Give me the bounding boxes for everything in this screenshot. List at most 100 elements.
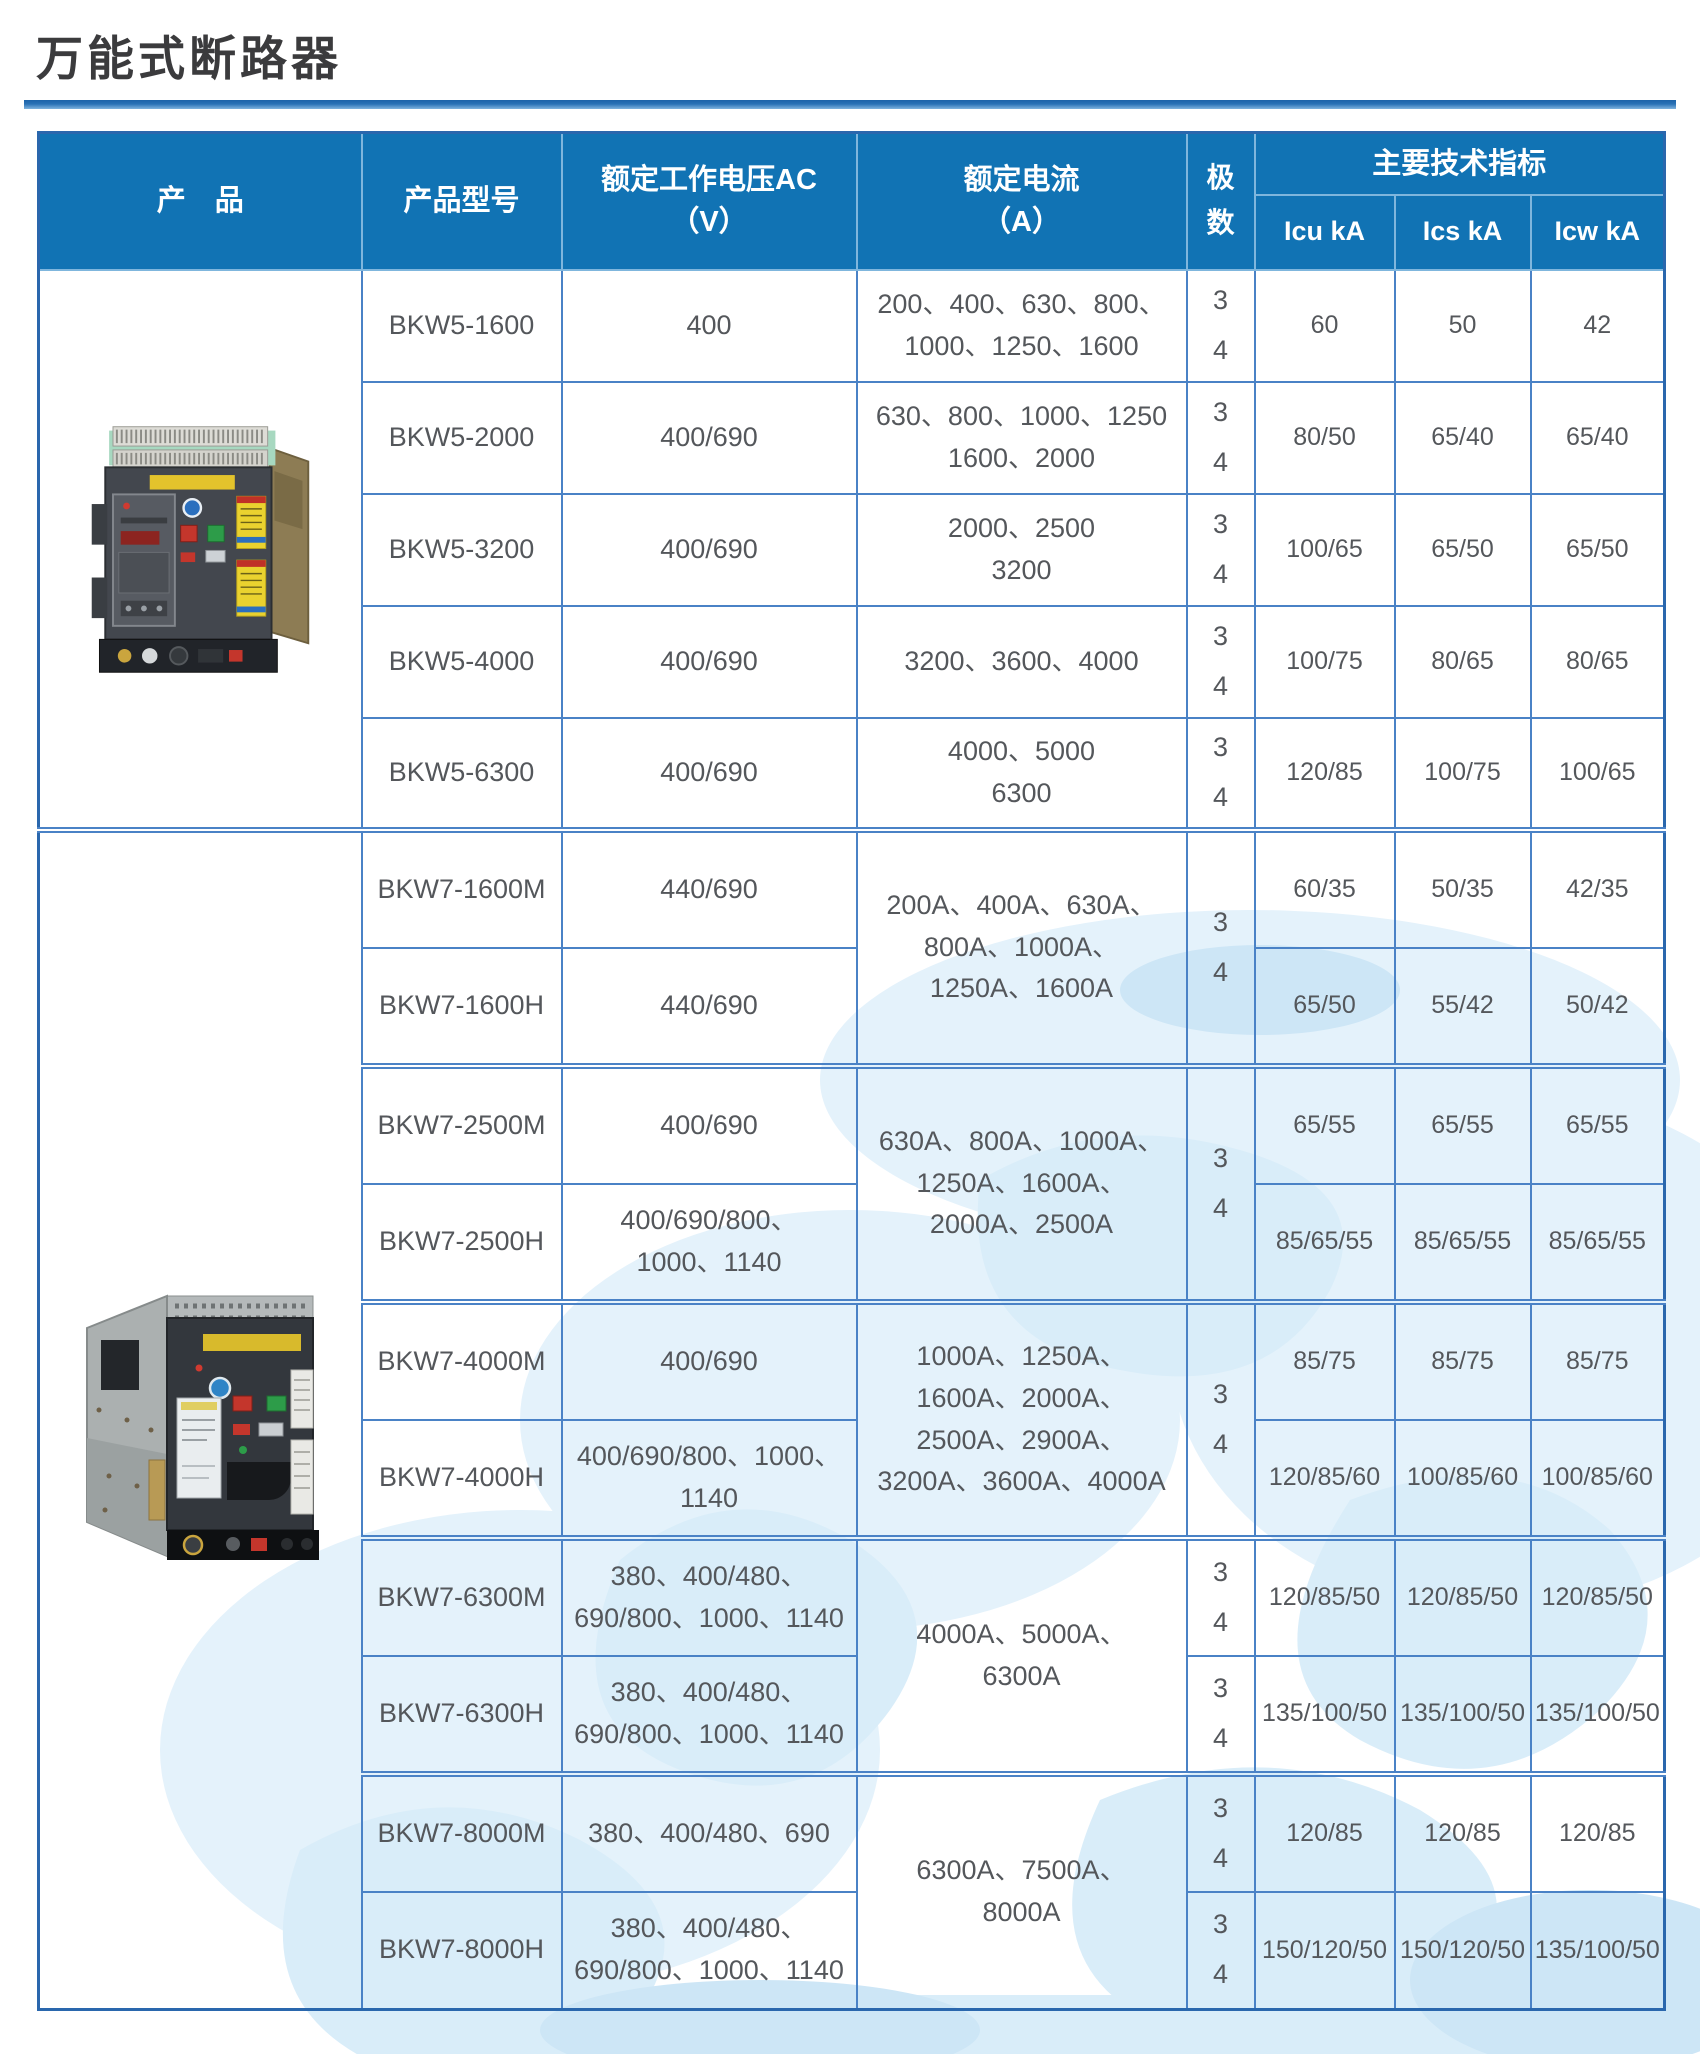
icu-cell: 85/75 [1253, 1300, 1396, 1421]
current-cell: 2000、2500 3200 [855, 492, 1188, 607]
ics-cell: 80/65 [1393, 604, 1532, 719]
icu-cell: 120/85/60 [1253, 1418, 1396, 1541]
icw-cell: 85/65/55 [1529, 1182, 1666, 1305]
voltage-cell: 380、400/480、690 [560, 1772, 858, 1893]
icw-cell: 50/42 [1529, 946, 1666, 1069]
model-cell: BKW5-1600 [360, 268, 563, 383]
product-cell-bkw7 [37, 828, 363, 2011]
icw-cell: 120/85/50 [1529, 1536, 1666, 1657]
model-cell: BKW7-8000M [360, 1772, 563, 1893]
voltage-cell: 400/690 [560, 492, 858, 607]
header-icw: Icw kA [1529, 193, 1666, 271]
voltage-cell: 380、400/480、 690/800、1000、1140 [560, 1890, 858, 2011]
voltage-cell: 400/690 [560, 1064, 858, 1185]
ics-cell: 65/55 [1393, 1064, 1532, 1185]
icw-cell: 65/50 [1529, 492, 1666, 607]
current-cell: 4000A、5000A、 6300A [855, 1536, 1188, 1777]
voltage-cell: 440/690 [560, 946, 858, 1069]
product-cell-bkw5 [37, 268, 363, 833]
ics-cell: 65/50 [1393, 492, 1532, 607]
icu-cell: 60 [1253, 268, 1396, 383]
icu-cell: 60/35 [1253, 828, 1396, 949]
ics-cell: 120/85 [1393, 1772, 1532, 1893]
poles-cell: 3 4 [1185, 828, 1256, 1069]
ics-cell: 120/85/50 [1393, 1536, 1532, 1657]
ics-cell: 135/100/50 [1393, 1654, 1532, 1777]
current-cell: 3200、3600、4000 [855, 604, 1188, 719]
ics-cell: 85/65/55 [1393, 1182, 1532, 1305]
model-cell: BKW5-6300 [360, 716, 563, 833]
header-poles: 极 数 [1185, 131, 1256, 271]
icu-cell: 120/85/50 [1253, 1536, 1396, 1657]
poles-cell: 3 4 [1185, 1300, 1256, 1541]
current-cell: 200、400、630、800、 1000、1250、1600 [855, 268, 1188, 383]
model-cell: BKW5-3200 [360, 492, 563, 607]
icu-cell: 100/75 [1253, 604, 1396, 719]
ics-cell: 100/85/60 [1393, 1418, 1532, 1541]
poles-cell: 3 4 [1185, 1772, 1256, 1893]
poles-cell: 3 4 [1185, 380, 1256, 495]
header-current: 额定电流 （A） [855, 131, 1188, 271]
icw-cell: 135/100/50 [1529, 1890, 1666, 2011]
icw-cell: 42/35 [1529, 828, 1666, 949]
bkw7-product-photo [86, 1294, 320, 1561]
icu-cell: 135/100/50 [1253, 1654, 1396, 1777]
voltage-cell: 400/690/800、 1000、1140 [560, 1182, 858, 1305]
model-cell: BKW7-1600H [360, 946, 563, 1069]
model-cell: BKW7-6300M [360, 1536, 563, 1657]
page-title: 万能式断路器 [36, 32, 342, 85]
voltage-cell: 380、400/480、 690/800、1000、1140 [560, 1536, 858, 1657]
poles-cell: 3 4 [1185, 716, 1256, 833]
icw-cell: 65/40 [1529, 380, 1666, 495]
voltage-cell: 400/690 [560, 380, 858, 495]
header-ics: Ics kA [1393, 193, 1532, 271]
model-cell: BKW5-4000 [360, 604, 563, 719]
ics-cell: 100/75 [1393, 716, 1532, 833]
model-cell: BKW5-2000 [360, 380, 563, 495]
ics-cell: 50/35 [1393, 828, 1532, 949]
current-cell: 4000、5000 6300 [855, 716, 1188, 833]
header-product: 产 品 [37, 131, 363, 271]
current-cell: 630A、800A、1000A、 1250A、1600A、 2000A、2500… [855, 1064, 1188, 1305]
voltage-cell: 380、400/480、 690/800、1000、1140 [560, 1654, 858, 1777]
icw-cell: 100/65 [1529, 716, 1666, 833]
icw-cell: 120/85 [1529, 1772, 1666, 1893]
spec-table: 产 品 产品型号 额定工作电压AC （V） 额定电流 （A） 极 数 主要技术指… [37, 131, 1667, 2011]
ics-cell: 65/40 [1393, 380, 1532, 495]
icw-cell: 65/55 [1529, 1064, 1666, 1185]
voltage-cell: 400/690 [560, 1300, 858, 1421]
model-cell: BKW7-4000H [360, 1418, 563, 1541]
header-icu: Icu kA [1253, 193, 1396, 271]
icw-cell: 80/65 [1529, 604, 1666, 719]
voltage-cell: 400/690 [560, 716, 858, 833]
icu-cell: 150/120/50 [1253, 1890, 1396, 2011]
icu-cell: 120/85 [1253, 1772, 1396, 1893]
poles-cell: 3 4 [1185, 1890, 1256, 2011]
icu-cell: 120/85 [1253, 716, 1396, 833]
voltage-cell: 400/690/800、1000、 1140 [560, 1418, 858, 1541]
icw-cell: 135/100/50 [1529, 1654, 1666, 1777]
current-cell: 6300A、7500A、 8000A [855, 1772, 1188, 2011]
title-rule [24, 100, 1676, 109]
icu-cell: 65/55 [1253, 1064, 1396, 1185]
ics-cell: 55/42 [1393, 946, 1532, 1069]
icu-cell: 80/50 [1253, 380, 1396, 495]
bkw5-product-photo [91, 425, 310, 673]
icw-cell: 42 [1529, 268, 1666, 383]
model-cell: BKW7-6300H [360, 1654, 563, 1777]
voltage-cell: 400/690 [560, 604, 858, 719]
model-cell: BKW7-2500H [360, 1182, 563, 1305]
icu-cell: 100/65 [1253, 492, 1396, 607]
icu-cell: 65/50 [1253, 946, 1396, 1069]
current-cell: 1000A、1250A、 1600A、2000A、 2500A、2900A、 3… [855, 1300, 1188, 1541]
icw-cell: 100/85/60 [1529, 1418, 1666, 1541]
model-cell: BKW7-2500M [360, 1064, 563, 1185]
ics-cell: 150/120/50 [1393, 1890, 1532, 2011]
current-cell: 200A、400A、630A、 800A、1000A、 1250A、1600A [855, 828, 1188, 1069]
poles-cell: 3 4 [1185, 1064, 1256, 1305]
poles-cell: 3 4 [1185, 604, 1256, 719]
voltage-cell: 440/690 [560, 828, 858, 949]
current-cell: 630、800、1000、1250 1600、2000 [855, 380, 1188, 495]
icw-cell: 85/75 [1529, 1300, 1666, 1421]
header-model: 产品型号 [360, 131, 563, 271]
